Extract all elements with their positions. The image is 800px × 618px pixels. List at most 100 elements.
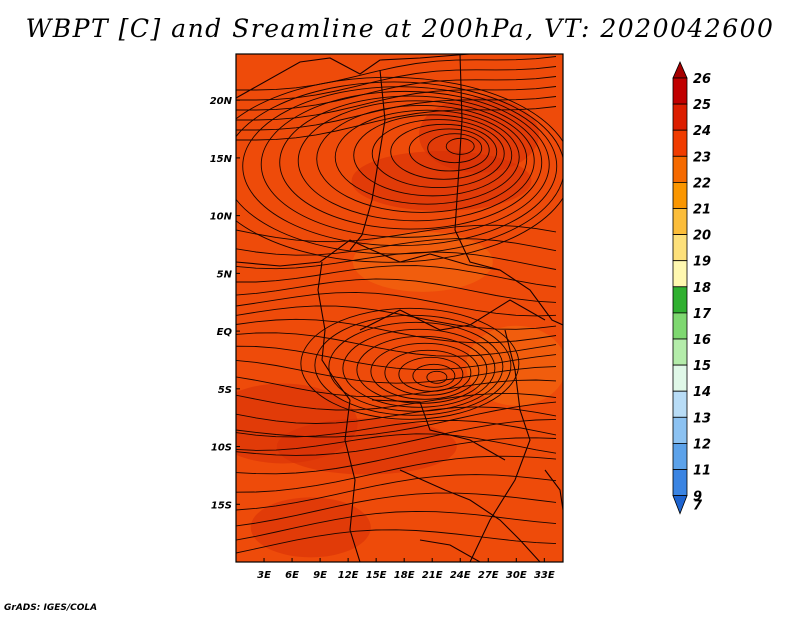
country-border — [399, 469, 541, 562]
streamline — [353, 114, 513, 197]
streamline — [236, 433, 557, 454]
colorbar-label: 22 — [693, 176, 711, 191]
colorbar-label: 17 — [693, 307, 712, 322]
chart-title: WBPT [C] and Sreamline at 200hPa, VT: 20… — [25, 14, 775, 43]
streamline — [445, 137, 475, 155]
streamline — [371, 119, 505, 189]
field-patch — [466, 325, 563, 406]
lon-tick-label: 27E — [478, 570, 499, 581]
colorbar-bottom-arrow — [672, 495, 688, 515]
streamline — [384, 349, 472, 396]
streamline — [236, 106, 557, 150]
streamline — [236, 224, 557, 243]
longitude-axis: 3E 6E 9E 12E 15E 18E 21E 24E 27E 30E 33E — [257, 558, 555, 581]
lat-tick-label: 20N — [210, 96, 233, 107]
lon-tick-label: 33E — [534, 570, 555, 581]
colorbar-segment — [672, 181, 688, 209]
grads-credit: GrADS: IGES/COLA — [4, 603, 98, 613]
lon-tick-label: 6E — [285, 570, 299, 581]
streamline — [236, 238, 557, 256]
country-border — [544, 469, 563, 511]
streamline — [334, 109, 520, 205]
streamline — [236, 455, 557, 493]
lon-tick-label: 9E — [313, 570, 327, 581]
streamline — [370, 342, 480, 400]
streamline — [236, 76, 557, 120]
streamline — [236, 251, 557, 270]
colorbar-label: 7 — [693, 499, 703, 514]
colorbar-segment — [672, 77, 688, 105]
streamline — [236, 265, 557, 288]
streamline — [236, 437, 557, 475]
colorbar-label: 23 — [693, 150, 711, 165]
colorbar-label: 26 — [693, 72, 711, 87]
streamline — [236, 318, 557, 344]
colorbar-label: 9 — [693, 490, 702, 505]
streamline — [236, 419, 557, 438]
country-borders — [236, 54, 563, 562]
colorbar-segment — [672, 338, 688, 366]
country-border — [344, 399, 361, 562]
field-patch — [352, 231, 493, 292]
lat-tick-label: 10N — [210, 212, 233, 223]
colorbar-label: 14 — [693, 385, 711, 400]
colorbar-segment — [672, 442, 688, 470]
colorbar-segment — [672, 129, 688, 157]
streamline — [236, 345, 557, 371]
field-patch — [276, 418, 457, 475]
lon-tick-label: 18E — [394, 570, 415, 581]
country-border — [236, 239, 469, 267]
streamline — [260, 90, 550, 238]
streamline — [236, 332, 557, 357]
colorbar-label: 13 — [693, 411, 711, 426]
streamline — [236, 418, 557, 456]
lon-tick-label: 12E — [338, 570, 359, 581]
lon-tick-label: 24E — [450, 570, 471, 581]
streamline — [328, 321, 504, 412]
colorbar: 26 25 24 23 22 21 20 19 18 17 16 15 14 13 12 11 97 — [672, 61, 712, 515]
lat-tick-label: 15S — [211, 500, 232, 511]
field-patch — [250, 497, 371, 558]
streamline — [236, 278, 557, 303]
country-border — [371, 399, 506, 461]
country-border — [454, 54, 501, 271]
streamline — [236, 66, 557, 110]
map-plot-area: 20N 15N 10N 5N EQ 5S 10S 15S 3E 6E 9E 12E 15E 18E 21E… — [210, 53, 564, 581]
country-border — [419, 539, 481, 562]
streamlines — [236, 56, 563, 554]
streamline — [408, 128, 490, 172]
country-border — [469, 329, 531, 562]
colorbar-label: 25 — [693, 98, 711, 113]
streamline — [297, 100, 535, 222]
streamline — [236, 529, 557, 554]
streamline — [342, 328, 496, 408]
country-border — [467, 264, 563, 326]
streamline — [279, 95, 543, 230]
streamline — [236, 492, 557, 527]
colorbar-label: 11 — [693, 464, 711, 479]
colorbar-segment — [672, 103, 688, 131]
colorbar-label: 19 — [693, 255, 711, 270]
wbpt-field-patches — [236, 96, 563, 558]
latitude-axis: 20N 15N 10N 5N EQ 5S 10S 15S — [210, 96, 240, 511]
streamline — [236, 474, 557, 511]
lat-tick-label: 10S — [211, 443, 232, 454]
streamline — [426, 370, 448, 384]
streamline — [236, 81, 563, 255]
lon-tick-label: 21E — [422, 570, 443, 581]
streamline — [236, 406, 557, 424]
streamline — [236, 401, 557, 438]
colorbar-segment — [672, 155, 688, 183]
colorbar-label: 16 — [693, 333, 711, 348]
colorbar-segment — [672, 312, 688, 340]
lon-tick-label: 3E — [257, 570, 271, 581]
lon-tick-label: 15E — [366, 570, 387, 581]
colorbar-segment — [672, 390, 688, 418]
streamline — [300, 307, 520, 420]
streamline — [236, 76, 563, 263]
streamline — [236, 393, 557, 411]
streamline — [236, 359, 557, 384]
streamline — [316, 105, 528, 213]
map-frame — [235, 53, 564, 563]
